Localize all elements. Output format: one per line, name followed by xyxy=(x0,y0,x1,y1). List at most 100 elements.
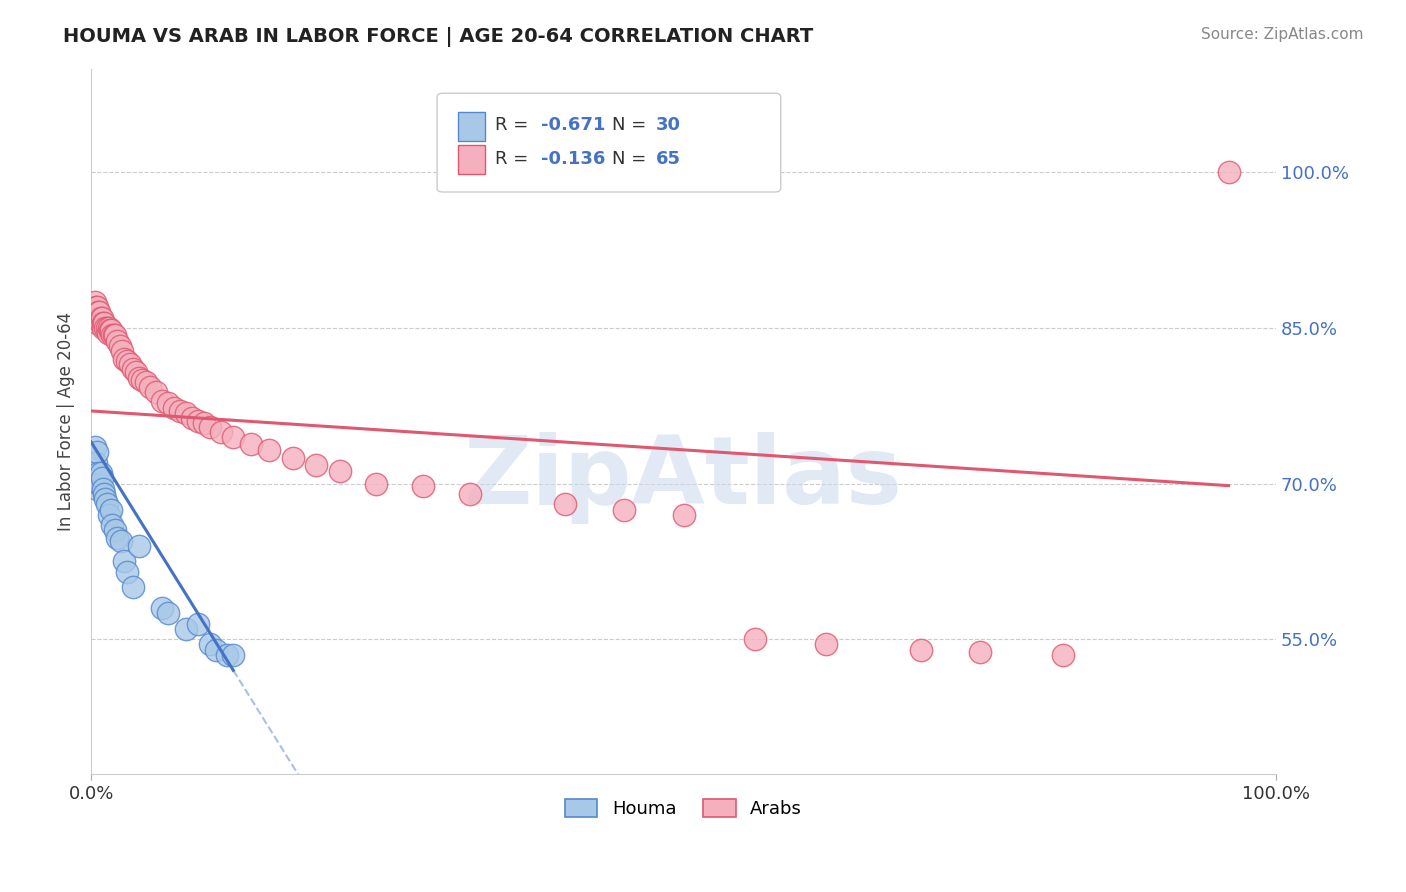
Point xyxy=(174,622,197,636)
Text: R =: R = xyxy=(495,116,534,134)
Point xyxy=(89,305,111,319)
Point xyxy=(125,364,148,378)
Text: R =: R = xyxy=(495,150,534,168)
Point xyxy=(305,458,328,472)
Point xyxy=(139,380,162,394)
Point xyxy=(83,440,105,454)
Point xyxy=(198,419,221,434)
Point xyxy=(91,482,114,496)
Point xyxy=(86,300,108,314)
Point xyxy=(87,305,110,319)
Text: ZipAtlas: ZipAtlas xyxy=(464,432,903,524)
Point xyxy=(613,502,636,516)
Text: HOUMA VS ARAB IN LABOR FORCE | AGE 20-64 CORRELATION CHART: HOUMA VS ARAB IN LABOR FORCE | AGE 20-64… xyxy=(63,27,814,46)
Text: 30: 30 xyxy=(657,116,682,134)
Point xyxy=(174,406,197,420)
Point xyxy=(1052,648,1074,662)
Point xyxy=(187,414,209,428)
Point xyxy=(217,648,239,662)
Point xyxy=(104,523,127,537)
Point xyxy=(458,487,481,501)
Point xyxy=(100,323,122,337)
Point xyxy=(96,497,118,511)
Point xyxy=(281,450,304,465)
Point xyxy=(87,310,110,325)
Point xyxy=(744,632,766,647)
Point xyxy=(412,478,434,492)
Point xyxy=(97,321,120,335)
Point xyxy=(93,316,115,330)
Point xyxy=(83,295,105,310)
Point xyxy=(135,375,157,389)
Point xyxy=(91,316,114,330)
Point xyxy=(163,401,186,415)
Point xyxy=(90,316,112,330)
Point xyxy=(104,328,127,343)
Point xyxy=(110,533,132,548)
Point xyxy=(86,316,108,330)
Point xyxy=(101,328,124,343)
Y-axis label: In Labor Force | Age 20-64: In Labor Force | Age 20-64 xyxy=(58,312,75,531)
Point xyxy=(84,456,107,470)
Point xyxy=(87,467,110,481)
Point xyxy=(145,385,167,400)
Point xyxy=(240,437,263,451)
Point xyxy=(84,305,107,319)
Point xyxy=(150,393,173,408)
Point xyxy=(91,321,114,335)
Point xyxy=(121,362,143,376)
Point xyxy=(150,601,173,615)
Point xyxy=(198,637,221,651)
Point xyxy=(86,445,108,459)
Point xyxy=(101,518,124,533)
Point xyxy=(115,565,138,579)
FancyBboxPatch shape xyxy=(458,112,485,141)
Point xyxy=(157,395,180,409)
Point xyxy=(1218,165,1240,179)
Point xyxy=(86,482,108,496)
Text: N =: N = xyxy=(613,116,652,134)
Point xyxy=(204,642,226,657)
Point xyxy=(329,464,352,478)
Point xyxy=(98,323,121,337)
Point xyxy=(105,531,128,545)
Point xyxy=(169,404,191,418)
Point xyxy=(364,476,387,491)
Point xyxy=(128,370,150,384)
Text: Source: ZipAtlas.com: Source: ZipAtlas.com xyxy=(1201,27,1364,42)
Point xyxy=(89,476,111,491)
Point xyxy=(257,443,280,458)
Point xyxy=(111,343,134,358)
Point xyxy=(969,645,991,659)
Point xyxy=(90,310,112,325)
Point xyxy=(94,321,117,335)
Point xyxy=(211,425,233,439)
Text: 65: 65 xyxy=(657,150,682,168)
Legend: Houma, Arabs: Houma, Arabs xyxy=(558,791,810,825)
Point xyxy=(222,648,245,662)
Point xyxy=(90,310,112,325)
Point xyxy=(112,352,135,367)
Point xyxy=(120,357,142,371)
Point xyxy=(83,310,105,325)
FancyBboxPatch shape xyxy=(437,94,780,192)
Point xyxy=(672,508,695,522)
Point xyxy=(814,637,837,651)
Point xyxy=(97,508,120,522)
Point xyxy=(554,497,576,511)
Point xyxy=(157,607,180,621)
Point xyxy=(910,642,932,657)
Point xyxy=(180,411,202,425)
Point xyxy=(90,467,112,481)
Point xyxy=(128,539,150,553)
Point xyxy=(93,487,115,501)
Point xyxy=(222,430,245,444)
Text: N =: N = xyxy=(613,150,652,168)
Text: -0.136: -0.136 xyxy=(541,150,606,168)
Point xyxy=(103,328,125,343)
Point xyxy=(100,502,122,516)
Point xyxy=(121,580,143,594)
Point xyxy=(97,326,120,340)
Point xyxy=(108,338,131,352)
Point xyxy=(84,300,107,314)
